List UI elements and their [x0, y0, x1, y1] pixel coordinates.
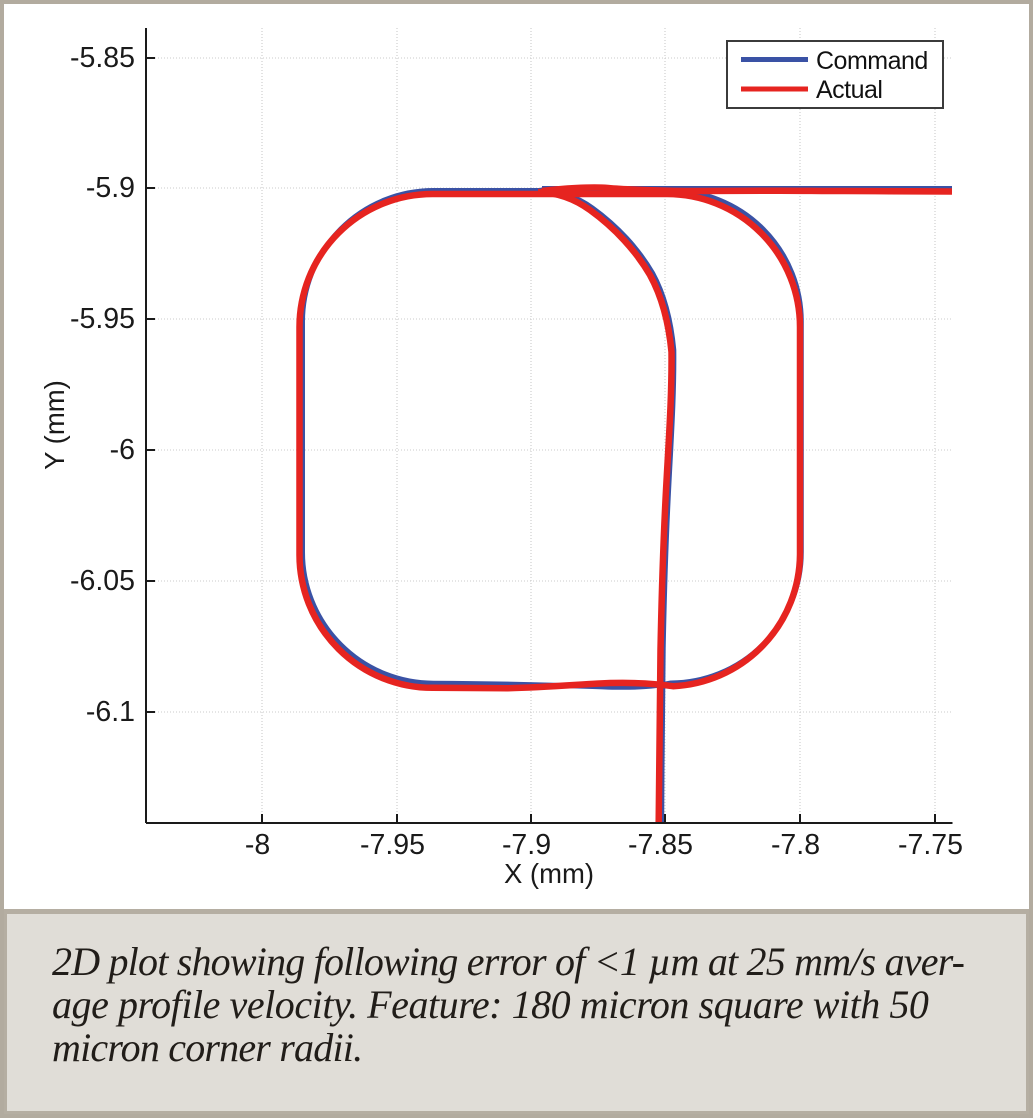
svg-text:Command: Command	[816, 47, 928, 75]
svg-text:Y (mm): Y (mm)	[39, 380, 70, 470]
svg-text:-5.9: -5.9	[86, 172, 135, 204]
svg-text:-7.95: -7.95	[360, 829, 425, 861]
svg-text:-7.85: -7.85	[628, 829, 693, 861]
svg-text:-7.9: -7.9	[502, 829, 551, 861]
svg-text:X (mm): X (mm)	[504, 858, 594, 889]
svg-text:-5.85: -5.85	[70, 42, 135, 74]
svg-text:-7.8: -7.8	[771, 829, 820, 861]
svg-text:-6.1: -6.1	[86, 696, 135, 728]
svg-text:-6: -6	[110, 434, 135, 466]
svg-text:-5.95: -5.95	[70, 303, 135, 335]
svg-text:Actual: Actual	[816, 76, 882, 104]
svg-text:-7.75: -7.75	[898, 829, 963, 861]
svg-text:-8: -8	[245, 829, 270, 861]
svg-text:-6.05: -6.05	[70, 565, 135, 597]
